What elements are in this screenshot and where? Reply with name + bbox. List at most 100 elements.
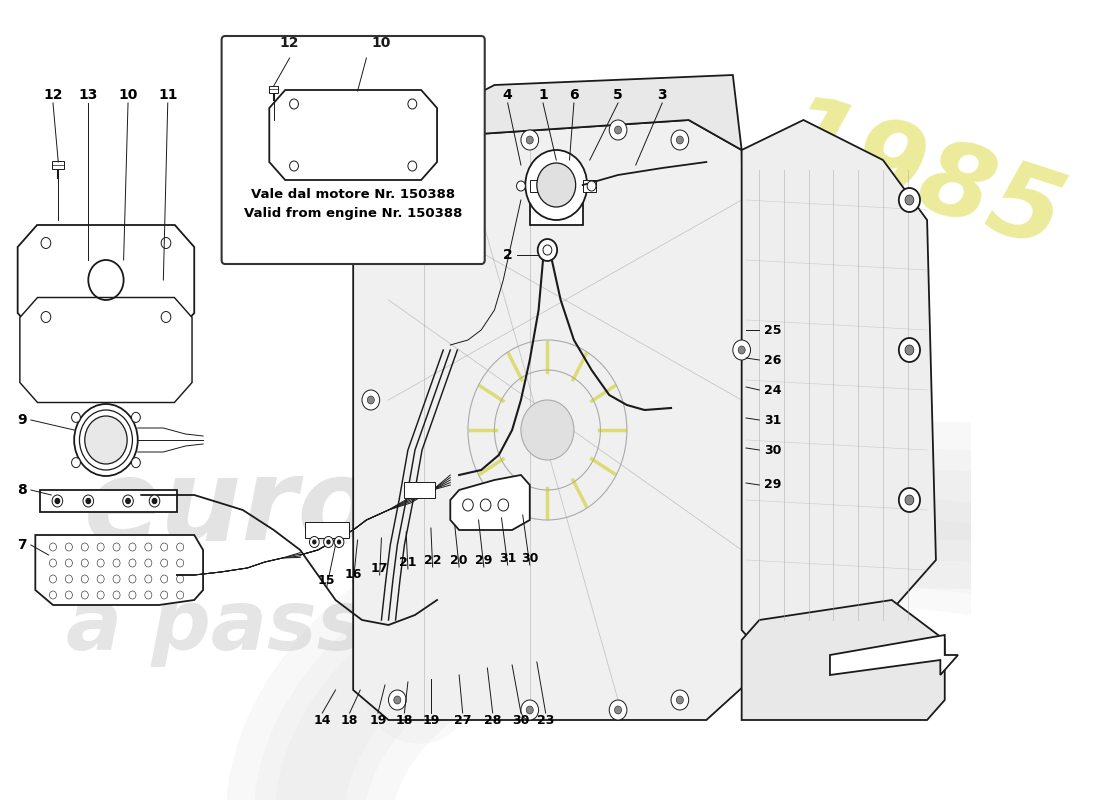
Text: 24: 24: [763, 383, 781, 397]
Circle shape: [152, 498, 156, 503]
Circle shape: [85, 416, 128, 464]
Circle shape: [327, 539, 331, 545]
Circle shape: [72, 458, 80, 468]
Circle shape: [526, 136, 534, 144]
Text: 23: 23: [537, 714, 554, 726]
FancyBboxPatch shape: [221, 36, 485, 264]
Circle shape: [72, 412, 80, 422]
Text: 17: 17: [371, 562, 388, 574]
Bar: [40, 490, 177, 512]
Bar: [52, 161, 65, 169]
Text: 21: 21: [399, 555, 417, 569]
Polygon shape: [741, 120, 936, 650]
Text: 30: 30: [513, 714, 529, 726]
Circle shape: [362, 390, 380, 410]
Polygon shape: [388, 75, 741, 150]
Polygon shape: [450, 475, 530, 530]
Circle shape: [538, 239, 557, 261]
Circle shape: [671, 690, 689, 710]
Polygon shape: [20, 298, 192, 402]
Bar: [583, 180, 596, 192]
Text: 16: 16: [344, 569, 362, 582]
Circle shape: [123, 495, 133, 507]
Text: 29: 29: [763, 478, 781, 491]
Text: Vale dal motore Nr. 150388: Vale dal motore Nr. 150388: [251, 189, 455, 202]
Circle shape: [309, 537, 319, 547]
Text: 11: 11: [158, 88, 177, 102]
Text: 28: 28: [484, 714, 502, 726]
Text: Valid from engine Nr. 150388: Valid from engine Nr. 150388: [244, 206, 462, 219]
Circle shape: [394, 696, 400, 704]
Bar: [530, 185, 583, 225]
Circle shape: [481, 499, 491, 511]
Circle shape: [676, 136, 683, 144]
Circle shape: [498, 499, 508, 511]
Circle shape: [312, 539, 317, 545]
Polygon shape: [35, 535, 204, 605]
Text: 22: 22: [424, 554, 441, 566]
Circle shape: [905, 345, 914, 355]
Circle shape: [671, 130, 689, 150]
Circle shape: [609, 120, 627, 140]
Circle shape: [517, 181, 526, 191]
Text: 14: 14: [314, 714, 331, 726]
Text: 31: 31: [499, 551, 516, 565]
Text: 6: 6: [569, 88, 579, 102]
Circle shape: [367, 396, 374, 404]
Circle shape: [463, 499, 473, 511]
Circle shape: [521, 700, 539, 720]
Text: 30: 30: [521, 551, 539, 565]
Circle shape: [899, 188, 920, 212]
Polygon shape: [270, 90, 437, 180]
Text: a pass: a pass: [66, 586, 366, 667]
Circle shape: [132, 412, 141, 422]
Text: 26: 26: [763, 354, 781, 366]
Circle shape: [86, 498, 90, 503]
Circle shape: [526, 150, 587, 220]
Text: 9: 9: [18, 413, 26, 427]
Bar: [404, 482, 436, 498]
Text: 12: 12: [43, 88, 63, 102]
Circle shape: [55, 498, 59, 503]
Circle shape: [394, 156, 400, 164]
Text: 5: 5: [613, 88, 623, 102]
Circle shape: [733, 340, 750, 360]
Text: 20: 20: [450, 554, 468, 566]
Bar: [270, 86, 278, 93]
Circle shape: [82, 495, 94, 507]
Circle shape: [738, 346, 745, 354]
Text: 10: 10: [372, 36, 392, 50]
Circle shape: [388, 690, 406, 710]
Circle shape: [609, 700, 627, 720]
Text: 8: 8: [18, 483, 26, 497]
Text: 27: 27: [454, 714, 472, 726]
Circle shape: [337, 539, 341, 545]
Text: 10: 10: [119, 88, 138, 102]
Polygon shape: [18, 225, 195, 335]
Circle shape: [615, 126, 622, 134]
Circle shape: [676, 696, 683, 704]
Circle shape: [526, 706, 534, 714]
Circle shape: [150, 495, 160, 507]
Circle shape: [899, 488, 920, 512]
Text: 18: 18: [341, 714, 359, 726]
Text: 19: 19: [422, 714, 440, 726]
Bar: [530, 180, 543, 192]
Text: 25: 25: [763, 323, 781, 337]
Circle shape: [334, 537, 344, 547]
Circle shape: [323, 537, 333, 547]
Text: 30: 30: [763, 443, 781, 457]
Text: 18: 18: [396, 714, 414, 726]
Circle shape: [521, 400, 574, 460]
Circle shape: [521, 130, 539, 150]
Polygon shape: [830, 635, 958, 675]
Text: 1985: 1985: [768, 86, 1075, 272]
Circle shape: [587, 181, 596, 191]
Text: 19: 19: [370, 714, 386, 726]
Circle shape: [132, 458, 141, 468]
Text: 12: 12: [279, 36, 299, 50]
Circle shape: [905, 495, 914, 505]
Circle shape: [125, 498, 130, 503]
Circle shape: [905, 195, 914, 205]
Bar: [305, 522, 349, 538]
